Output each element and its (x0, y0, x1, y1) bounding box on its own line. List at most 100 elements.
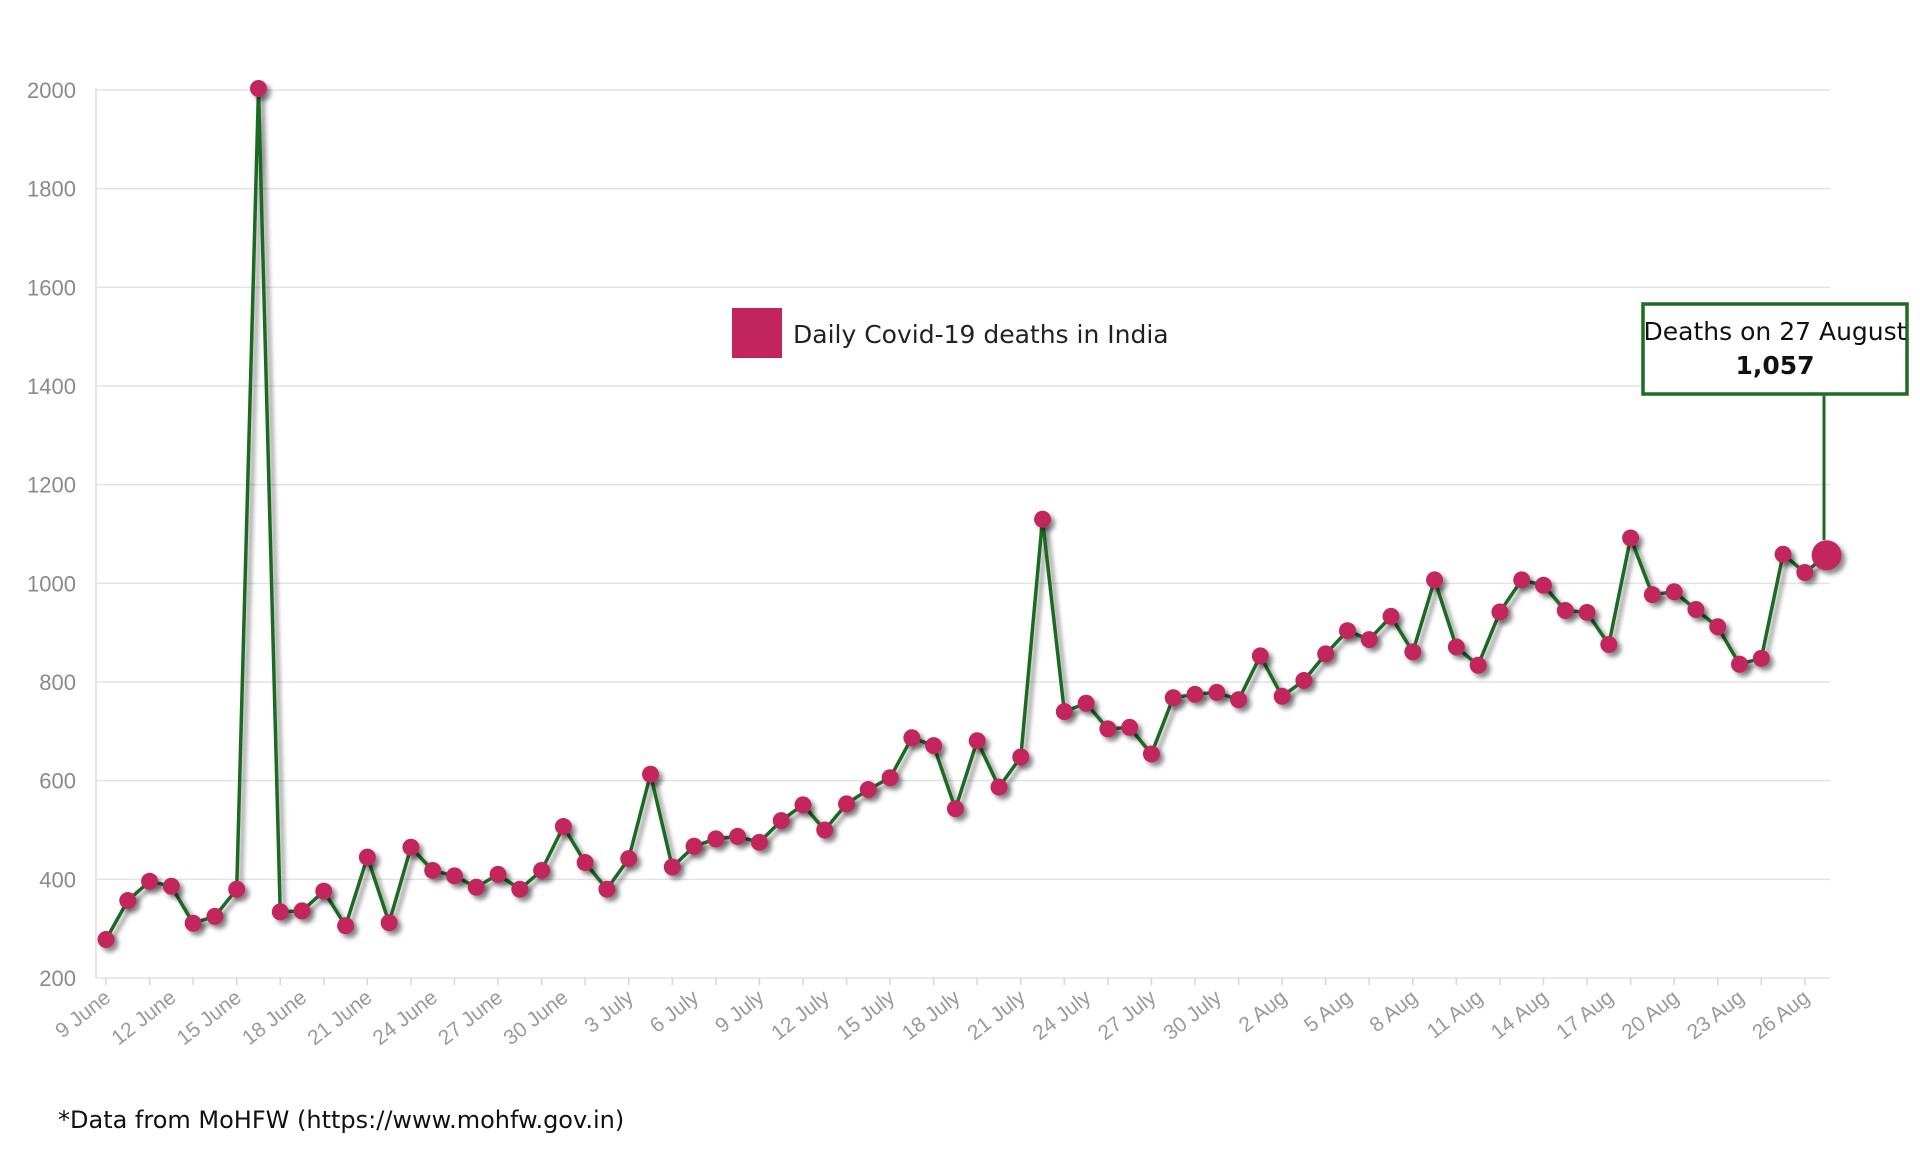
data-point (1578, 603, 1596, 621)
data-point (1404, 643, 1422, 661)
y-axis: 200 400 600 800 1000 1200 1400 1600 1800 2000 (27, 78, 97, 991)
x-tick-label: 15 June (173, 986, 246, 1050)
data-point (1709, 618, 1727, 636)
y-tick-label: 600 (39, 769, 76, 794)
data-point (119, 892, 137, 910)
data-point (1055, 703, 1073, 721)
data-point (663, 858, 681, 876)
x-tick-label: 27 July (1094, 986, 1161, 1045)
data-point (1034, 510, 1052, 528)
data-point (358, 848, 376, 866)
x-tick-label: 24 June (369, 986, 442, 1050)
data-point (511, 880, 529, 898)
data-point (1230, 691, 1248, 709)
data-point (598, 880, 616, 898)
y-tick-label: 1600 (27, 275, 76, 300)
data-point (1796, 563, 1814, 581)
y-tick-label: 800 (39, 670, 76, 695)
data-point (424, 861, 442, 879)
data-point (707, 830, 725, 848)
series-daily-deaths (97, 80, 1842, 949)
x-tick-label: 9 June (51, 986, 115, 1043)
x-tick-label: 26 Aug (1748, 986, 1814, 1044)
x-tick-label: 12 July (767, 986, 834, 1045)
x-tick-label: 8 Aug (1365, 986, 1422, 1037)
data-point (903, 729, 921, 747)
x-tick-label: 21 July (963, 986, 1030, 1045)
x-tick-label: 15 July (833, 986, 900, 1045)
data-point (925, 737, 943, 755)
data-point (1556, 601, 1574, 619)
x-tick-label: 27 June (434, 986, 507, 1050)
x-tick-label: 18 July (898, 986, 965, 1045)
data-point (1426, 571, 1444, 589)
legend-label: Daily Covid-19 deaths in India (793, 320, 1169, 349)
data-point (1295, 672, 1313, 690)
data-point-highlight (1811, 540, 1842, 571)
source-note: *Data from MoHFW (https://www.mohfw.gov.… (58, 1106, 625, 1134)
data-point (271, 903, 289, 921)
x-tick-label: 17 Aug (1552, 986, 1618, 1044)
data-point (1469, 656, 1487, 674)
data-point (445, 867, 463, 885)
data-point (1752, 649, 1770, 667)
x-tick-label: 21 June (303, 986, 376, 1050)
data-point (1077, 694, 1095, 712)
x-tick-label: 30 July (1159, 986, 1226, 1045)
x-tick-label: 9 July (711, 986, 769, 1038)
data-point (1447, 638, 1465, 656)
data-point (750, 833, 768, 851)
y-tick-label: 1400 (27, 374, 76, 399)
data-point (315, 882, 333, 900)
x-tick-label: 23 Aug (1683, 986, 1749, 1044)
data-point (1251, 647, 1269, 665)
data-point (729, 827, 747, 845)
data-point (1513, 571, 1531, 589)
data-point (881, 769, 899, 787)
data-point (772, 812, 790, 830)
y-tick-label: 200 (39, 966, 76, 991)
data-point (533, 861, 551, 879)
data-point (816, 821, 834, 839)
x-tick-label: 24 July (1029, 986, 1096, 1045)
data-point (228, 880, 246, 898)
data-point (576, 854, 594, 872)
x-tick-label: 30 June (499, 986, 572, 1050)
data-point (794, 796, 812, 814)
data-point (838, 795, 856, 813)
callout-box (1641, 302, 1909, 396)
series-line (104, 86, 1828, 941)
data-point (141, 872, 159, 890)
legend: Daily Covid-19 deaths in India (732, 308, 1169, 358)
data-point (1687, 600, 1705, 618)
data-point (337, 917, 355, 935)
y-tick-label: 1200 (27, 473, 76, 498)
data-point (162, 877, 180, 895)
data-point (1164, 689, 1182, 707)
data-point (206, 907, 224, 925)
data-point (1622, 529, 1640, 547)
data-point (946, 800, 964, 818)
data-point (380, 914, 398, 932)
data-point (1142, 745, 1160, 763)
data-point (859, 781, 877, 799)
data-point (293, 902, 311, 920)
data-point (1186, 685, 1204, 703)
callout-value: 1,057 (1735, 351, 1814, 380)
x-tick-label: 6 July (646, 986, 704, 1038)
data-point (1121, 718, 1139, 736)
data-point (97, 931, 115, 949)
callout: Deaths on 27 August 1,057 (1641, 302, 1909, 540)
data-point (184, 914, 202, 932)
data-point (1382, 607, 1400, 625)
x-tick-label: 14 Aug (1487, 986, 1553, 1044)
data-point (990, 778, 1008, 796)
data-point (1534, 576, 1552, 594)
grid (96, 89, 1830, 979)
data-point (1600, 636, 1618, 654)
data-point (1491, 603, 1509, 621)
data-point (1338, 622, 1356, 640)
data-point (1665, 583, 1683, 601)
